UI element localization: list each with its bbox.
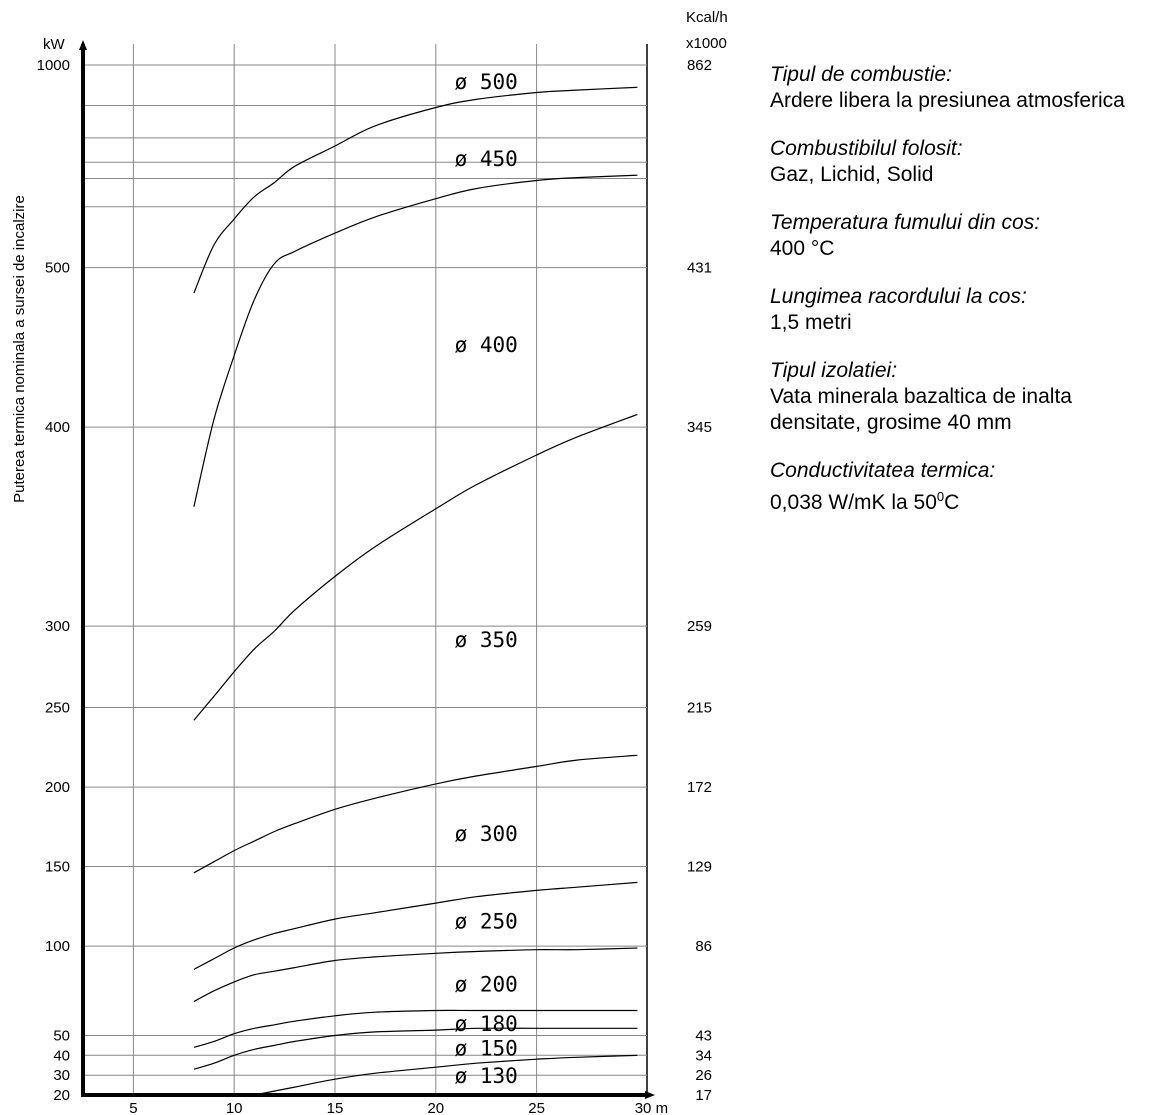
spec-value-sup: 0 (936, 489, 945, 504)
y-tick-label-right: 259 (687, 618, 712, 635)
spec-insulation-type: Tipul izolatiei: Vata minerala bazaltica… (770, 358, 1145, 436)
spec-value-suffix: C (944, 491, 960, 514)
tick-labels: 5 10 15 20 25 30 m 1000 862 500 431 400 345 300 259 25… (37, 57, 712, 1115)
spec-label: Conductivitatea termica: (770, 459, 996, 482)
spec-value: 0,038 W/mK la 500C (770, 484, 1145, 516)
spec-value-main: 0,038 W/mK la 50 (770, 491, 937, 514)
y-tick-label-left: 100 (45, 938, 70, 955)
grid (83, 44, 648, 1095)
y-tick-label-right: 86 (695, 938, 712, 955)
y-tick-label-right: 129 (687, 858, 712, 875)
spec-value: Vata minerala bazaltica de inalta densit… (770, 385, 1072, 434)
series-label: ø 350 (455, 628, 518, 652)
series-label: ø 400 (455, 333, 518, 357)
series-line (193, 947, 638, 1003)
x-tick-label: 25 (528, 1100, 545, 1115)
series-label: ø 300 (455, 822, 518, 846)
x-tick-label: 30 m (635, 1100, 668, 1115)
spec-connection-length: Lungimea racordului la cos: 1,5 metri (770, 284, 1145, 336)
y-tick-label-left: 1000 (37, 57, 70, 74)
y-tick-label-left: 30 (53, 1067, 70, 1084)
y-axis-label: Puterea termica nominala a sursei de inc… (11, 195, 28, 503)
y-unit-right-line2: x1000 (686, 35, 727, 52)
y-tick-label-left: 150 (45, 858, 70, 875)
y-tick-label-right: 215 (687, 700, 712, 717)
y-tick-label-right: 862 (687, 57, 712, 74)
y-tick-label-left: 20 (53, 1087, 70, 1104)
spec-value: 400 °C (770, 237, 835, 260)
spec-label: Lungimea racordului la cos: (770, 285, 1027, 308)
spec-label: Tipul de combustie: (770, 63, 952, 86)
series-line (193, 174, 638, 507)
series-line (254, 1054, 638, 1096)
y-tick-label-right: 345 (687, 419, 712, 436)
spec-combustion-type: Tipul de combustie: Ardere libera la pre… (770, 62, 1145, 114)
x-tick-label: 10 (226, 1100, 243, 1115)
spec-label: Temperatura fumului din cos: (770, 211, 1041, 234)
spec-label: Combustibilul folosit: (770, 137, 963, 160)
y-tick-label-right: 431 (687, 260, 712, 277)
series-line (193, 413, 638, 721)
y-tick-label-right: 172 (687, 779, 712, 796)
y-tick-label-left: 500 (45, 260, 70, 277)
series-line (193, 1027, 638, 1070)
y-unit-right-line1: Kcal/h (686, 9, 728, 26)
y-tick-label-left: 250 (45, 700, 70, 717)
spec-fuel: Combustibilul folosit: Gaz, Lichid, Soli… (770, 136, 1145, 188)
specs-panel: Tipul de combustie: Ardere libera la pre… (770, 62, 1145, 538)
y-tick-label-right: 34 (695, 1047, 712, 1064)
series-label: ø 180 (455, 1012, 518, 1036)
y-tick-label-left: 200 (45, 779, 70, 796)
series-curves (193, 86, 638, 1096)
spec-thermal-conductivity: Conductivitatea termica: 0,038 W/mK la 5… (770, 458, 1145, 516)
series-label: ø 450 (455, 147, 518, 171)
spec-value: Gaz, Lichid, Solid (770, 163, 934, 186)
series-line (193, 86, 638, 294)
spec-value: 1,5 metri (770, 311, 852, 334)
x-tick-label: 20 (427, 1100, 444, 1115)
series-label: ø 500 (455, 70, 518, 94)
spec-value: Ardere libera la presiunea atmosferica (770, 89, 1125, 112)
series-label: ø 150 (455, 1036, 518, 1060)
y-tick-label-right: 43 (695, 1027, 712, 1044)
y-tick-label-right: 17 (695, 1087, 712, 1104)
series-label: ø 130 (455, 1064, 518, 1088)
series-line (193, 754, 638, 874)
series-line (193, 881, 638, 970)
series-label: ø 200 (455, 973, 518, 997)
y-tick-label-left: 50 (53, 1027, 70, 1044)
y-axis-arrow-icon (79, 40, 87, 50)
y-unit-left: kW (43, 36, 66, 53)
chart: 5 10 15 20 25 30 m 1000 862 500 431 400 345 300 259 25… (11, 9, 728, 1115)
spec-smoke-temperature: Temperatura fumului din cos: 400 °C (770, 210, 1145, 262)
y-tick-label-left: 40 (53, 1047, 70, 1064)
y-tick-label-left: 400 (45, 419, 70, 436)
spec-label: Tipul izolatiei: (770, 359, 898, 382)
x-axis-arrow-icon (645, 1091, 655, 1099)
y-tick-label-left: 300 (45, 618, 70, 635)
y-tick-label-right: 26 (695, 1067, 712, 1084)
x-tick-label: 15 (327, 1100, 344, 1115)
series-labels: ø 500 ø 450 ø 400 ø 350 ø 300 ø 250 ø 200 ø 180… (455, 70, 518, 1088)
series-label: ø 250 (455, 910, 518, 934)
axes (79, 40, 655, 1099)
x-tick-label: 5 (129, 1100, 137, 1115)
series-line (193, 1009, 638, 1048)
